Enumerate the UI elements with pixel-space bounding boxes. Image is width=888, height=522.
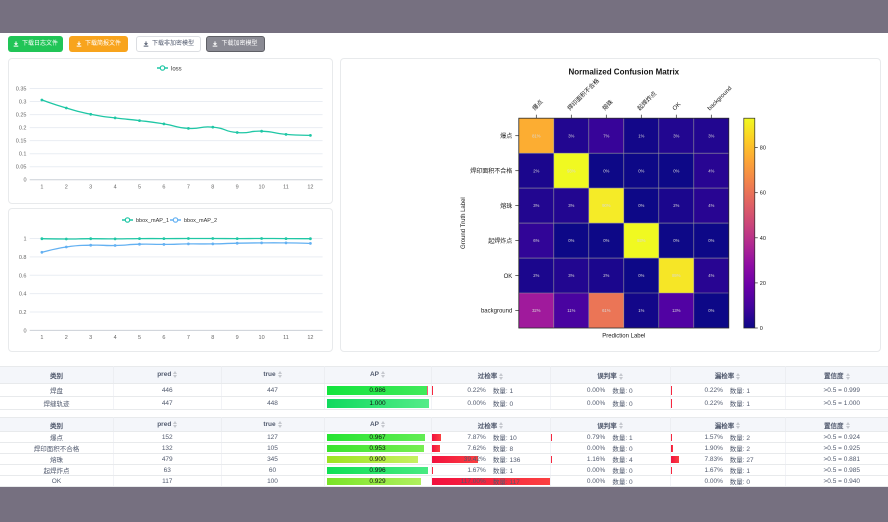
svg-text:1%: 1% bbox=[638, 308, 644, 313]
svg-text:0.4: 0.4 bbox=[19, 292, 27, 298]
svg-text:0.05: 0.05 bbox=[16, 165, 27, 171]
svg-text:0%: 0% bbox=[638, 203, 644, 208]
svg-text:起焊炸点: 起焊炸点 bbox=[636, 89, 659, 112]
svg-text:0%: 0% bbox=[638, 168, 644, 173]
svg-text:2%: 2% bbox=[603, 273, 609, 278]
svg-text:11: 11 bbox=[283, 335, 289, 341]
svg-text:熔珠: 熔珠 bbox=[500, 202, 512, 210]
svg-text:0.6: 0.6 bbox=[19, 273, 27, 279]
svg-text:4%: 4% bbox=[708, 203, 714, 208]
svg-text:0.15: 0.15 bbox=[16, 139, 27, 145]
svg-text:OK: OK bbox=[504, 274, 513, 280]
svg-text:Prediction Label: Prediction Label bbox=[602, 334, 645, 340]
svg-text:2: 2 bbox=[65, 335, 68, 341]
svg-text:3%: 3% bbox=[568, 203, 574, 208]
svg-text:32%: 32% bbox=[532, 308, 541, 313]
svg-text:loss: loss bbox=[171, 66, 182, 72]
svg-text:0%: 0% bbox=[708, 308, 714, 313]
svg-text:5: 5 bbox=[138, 185, 141, 191]
svg-text:0%: 0% bbox=[568, 238, 574, 243]
svg-text:3: 3 bbox=[89, 335, 92, 341]
svg-text:1%: 1% bbox=[638, 133, 644, 138]
svg-text:80: 80 bbox=[760, 146, 766, 152]
svg-text:13%: 13% bbox=[672, 308, 681, 313]
svg-text:4%: 4% bbox=[708, 168, 714, 173]
svg-text:2%: 2% bbox=[533, 273, 539, 278]
svg-text:10: 10 bbox=[259, 335, 265, 341]
svg-text:10: 10 bbox=[259, 185, 265, 191]
svg-text:bbox_mAP_1: bbox_mAP_1 bbox=[136, 218, 169, 224]
svg-text:0%: 0% bbox=[673, 168, 679, 173]
svg-text:0.2: 0.2 bbox=[19, 126, 27, 132]
svg-text:0%: 0% bbox=[673, 238, 679, 243]
svg-text:0: 0 bbox=[23, 328, 26, 334]
svg-text:0%: 0% bbox=[603, 238, 609, 243]
svg-text:7: 7 bbox=[187, 335, 190, 341]
svg-text:爆点: 爆点 bbox=[531, 98, 545, 112]
svg-text:1: 1 bbox=[40, 185, 43, 191]
svg-text:3%: 3% bbox=[533, 203, 539, 208]
svg-text:89%: 89% bbox=[672, 273, 681, 278]
svg-text:8: 8 bbox=[211, 335, 214, 341]
svg-text:9: 9 bbox=[236, 185, 239, 191]
svg-text:bbox_mAP_2: bbox_mAP_2 bbox=[184, 218, 217, 224]
svg-text:起焊炸点: 起焊炸点 bbox=[488, 237, 512, 245]
svg-text:1: 1 bbox=[23, 237, 26, 243]
svg-text:90%: 90% bbox=[602, 203, 611, 208]
svg-text:Normalized Confusion Matrix: Normalized Confusion Matrix bbox=[568, 68, 679, 77]
svg-text:12: 12 bbox=[307, 335, 313, 341]
svg-text:焊印面积不合格: 焊印面积不合格 bbox=[470, 167, 512, 175]
svg-text:3%: 3% bbox=[568, 273, 574, 278]
svg-text:6: 6 bbox=[162, 335, 165, 341]
svg-text:0: 0 bbox=[23, 178, 26, 184]
svg-text:5: 5 bbox=[138, 335, 141, 341]
svg-text:OK: OK bbox=[672, 102, 682, 112]
svg-text:4: 4 bbox=[114, 335, 117, 341]
svg-text:20: 20 bbox=[760, 281, 766, 287]
svg-text:7: 7 bbox=[187, 185, 190, 191]
svg-text:60: 60 bbox=[760, 191, 766, 197]
svg-text:61%: 61% bbox=[602, 308, 611, 313]
svg-text:background: background bbox=[707, 86, 733, 112]
svg-text:0.3: 0.3 bbox=[19, 100, 27, 106]
svg-text:0.8: 0.8 bbox=[19, 255, 27, 261]
svg-text:3%: 3% bbox=[673, 133, 679, 138]
svg-text:2: 2 bbox=[65, 185, 68, 191]
svg-text:11: 11 bbox=[283, 185, 289, 191]
svg-text:4: 4 bbox=[114, 185, 117, 191]
svg-text:0%: 0% bbox=[603, 168, 609, 173]
svg-text:Ground Truth Label: Ground Truth Label bbox=[461, 197, 467, 249]
svg-text:3: 3 bbox=[89, 185, 92, 191]
svg-text:background: background bbox=[481, 309, 512, 315]
svg-text:0.35: 0.35 bbox=[16, 87, 27, 93]
svg-text:3%: 3% bbox=[708, 133, 714, 138]
svg-text:熔珠: 熔珠 bbox=[601, 98, 615, 112]
svg-text:2%: 2% bbox=[673, 203, 679, 208]
svg-text:12: 12 bbox=[307, 185, 313, 191]
svg-text:爆点: 爆点 bbox=[500, 132, 512, 140]
svg-text:7%: 7% bbox=[603, 133, 609, 138]
svg-text:4%: 4% bbox=[708, 273, 714, 278]
svg-text:2%: 2% bbox=[533, 168, 539, 173]
svg-text:0.1: 0.1 bbox=[19, 152, 27, 158]
svg-text:3%: 3% bbox=[568, 133, 574, 138]
svg-text:93%: 93% bbox=[637, 238, 646, 243]
svg-text:6%: 6% bbox=[533, 238, 539, 243]
svg-text:6: 6 bbox=[162, 185, 165, 191]
svg-text:8: 8 bbox=[211, 185, 214, 191]
svg-text:0.25: 0.25 bbox=[16, 113, 27, 119]
svg-text:40: 40 bbox=[760, 236, 766, 242]
svg-text:0: 0 bbox=[760, 326, 763, 332]
svg-text:1: 1 bbox=[40, 335, 43, 341]
svg-text:0%: 0% bbox=[708, 238, 714, 243]
svg-text:81%: 81% bbox=[532, 133, 541, 138]
svg-text:11%: 11% bbox=[567, 308, 575, 313]
svg-text:9: 9 bbox=[236, 335, 239, 341]
svg-text:0%: 0% bbox=[638, 273, 644, 278]
svg-text:焊印面积不合格: 焊印面积不合格 bbox=[566, 77, 601, 112]
svg-text:93%: 93% bbox=[567, 168, 576, 173]
svg-text:0.2: 0.2 bbox=[19, 310, 27, 316]
